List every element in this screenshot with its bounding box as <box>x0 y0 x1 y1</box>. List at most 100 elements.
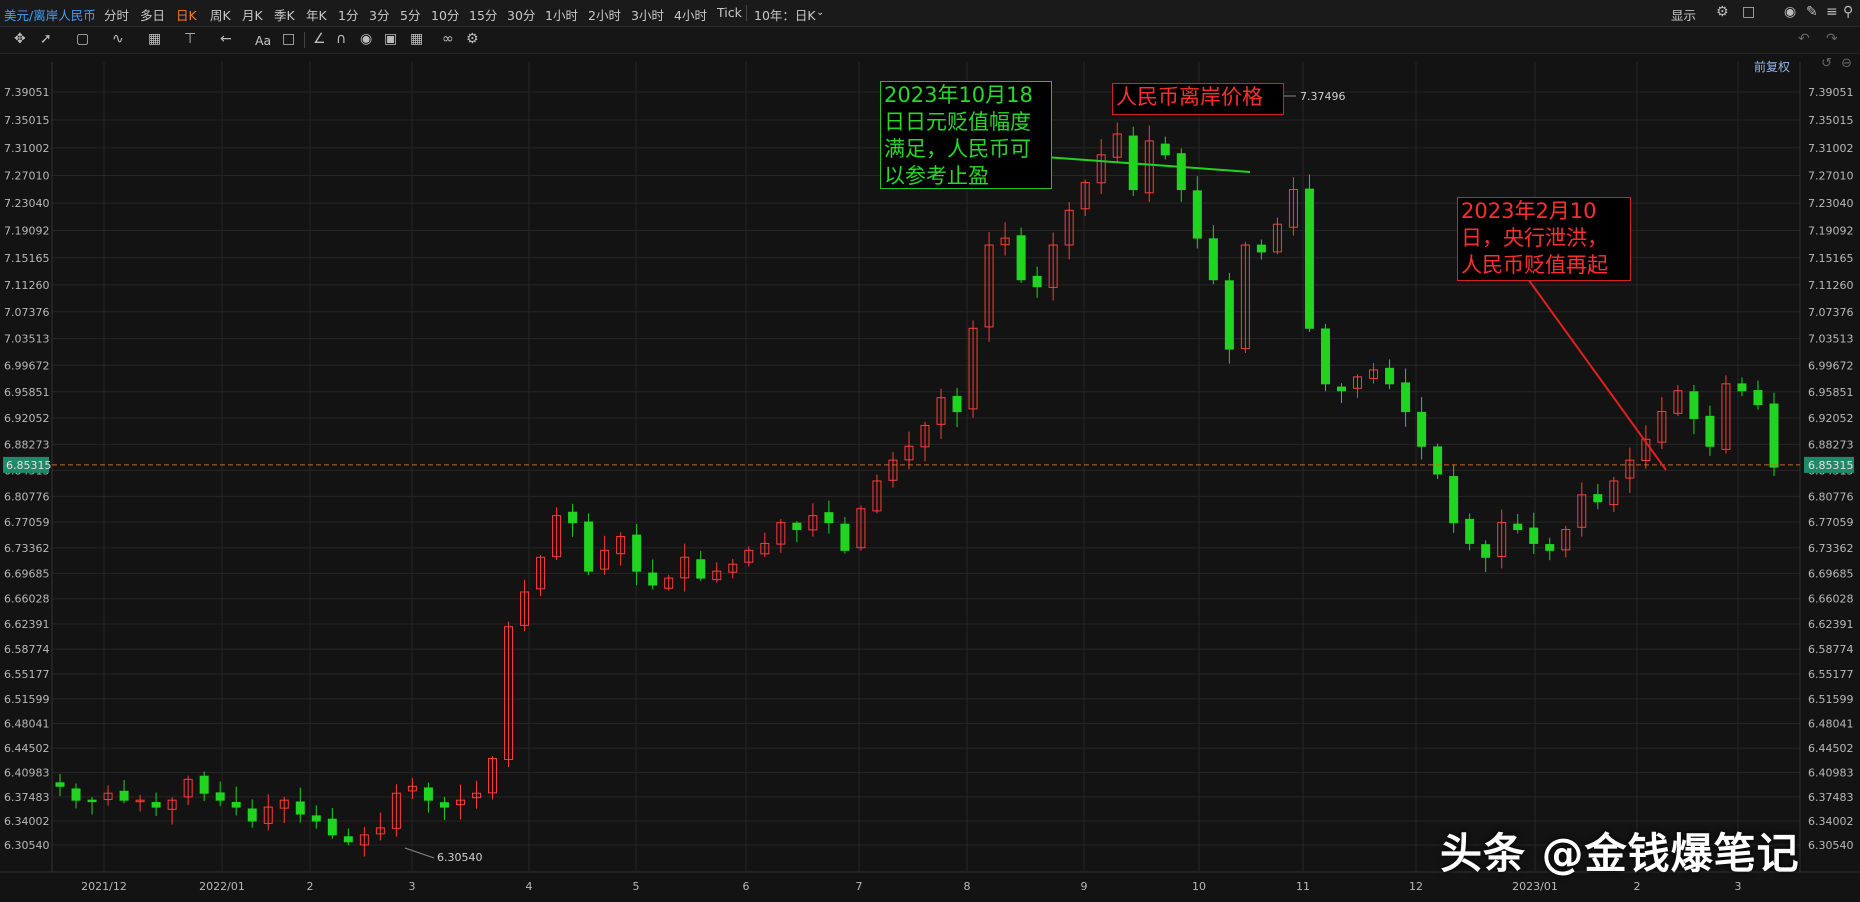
period-30min[interactable]: 30分 <box>507 8 536 23</box>
range-selector[interactable]: 10年：日K <box>754 8 816 23</box>
y-tick-label-left: 6.77059 <box>4 516 50 529</box>
candle-body <box>1064 209 1074 246</box>
period-daily-k[interactable]: 日K <box>176 8 197 23</box>
candle-body <box>327 818 337 836</box>
x-tick-label: 6 <box>743 880 750 893</box>
current-price-tag: 6.85315 6.85315 <box>3 456 1854 473</box>
candle-body <box>1529 527 1539 544</box>
candle-body <box>1080 182 1090 210</box>
candle-body <box>455 799 465 806</box>
candle-body <box>183 778 193 798</box>
divider <box>304 32 305 48</box>
candle-body <box>808 515 818 531</box>
period-1min[interactable]: 1分 <box>338 8 359 23</box>
arrow-tool-icon[interactable]: ← <box>220 31 232 47</box>
annotation-red-box[interactable]: 2023年2月10 日，央行泄洪， 人民币贬值再起 <box>1457 197 1631 281</box>
symbol-label[interactable]: 美元/离岸人民币 <box>4 8 96 23</box>
x-tick-label: 2 <box>307 880 314 893</box>
redo-icon[interactable]: ↷ <box>1826 31 1838 47</box>
period-quarterly-k[interactable]: 季K <box>274 8 295 23</box>
period-monthly-k[interactable]: 月K <box>242 8 263 23</box>
annotation-red-title[interactable]: 人民币离岸价格 <box>1112 83 1284 115</box>
candle-body <box>1609 480 1619 506</box>
text-tool-icon[interactable]: ⊤ <box>184 31 197 47</box>
period-weekly-k[interactable]: 周K <box>210 8 231 23</box>
y-tick-label-right: 6.40983 <box>1808 767 1854 780</box>
line-tool-icon[interactable]: ➚ <box>40 31 52 47</box>
settings-icon[interactable]: ⚙ <box>466 31 479 47</box>
candle-body <box>1737 383 1747 392</box>
candle-body <box>231 801 241 808</box>
candle-body <box>984 244 994 328</box>
lock-icon[interactable]: ▣ <box>384 31 398 47</box>
period-fenshi[interactable]: 分时 <box>104 8 130 23</box>
annotation-green-box[interactable]: 2023年10月18 日日元贬值幅度 满足，人民币可 以参考止盈 <box>880 81 1052 189</box>
zoom-out-icon[interactable]: ⊖ <box>1841 56 1852 71</box>
edit-icon[interactable]: ✎ <box>1806 4 1818 20</box>
wave-tool-icon[interactable]: ∿ <box>112 31 124 47</box>
search-icon[interactable]: ⚲ <box>1843 4 1854 20</box>
y-tick-label-right: 7.39051 <box>1808 86 1854 99</box>
y-tick-label-left: 6.69685 <box>4 567 50 580</box>
crosshair-icon[interactable]: ✥ <box>14 31 26 47</box>
period-tick[interactable]: Tick <box>717 5 742 20</box>
candle-body <box>952 395 962 413</box>
y-tick-label-left: 7.35015 <box>4 114 50 127</box>
comment-icon[interactable]: □ <box>282 31 296 47</box>
magnet-icon[interactable]: ∩ <box>336 31 347 47</box>
font-tool[interactable]: Aa <box>255 33 272 48</box>
undo-icon[interactable]: ↶ <box>1798 31 1810 47</box>
annotation-line: 以参考止盈 <box>884 164 989 188</box>
watermark: 头条 @金钱爆笔记 <box>1440 829 1800 878</box>
rect-tool-icon[interactable]: ▢ <box>76 31 90 47</box>
trash-icon[interactable]: ▦ <box>410 31 424 47</box>
period-2hour[interactable]: 2小时 <box>588 8 621 23</box>
settings-icon[interactable]: ⚙ <box>1716 4 1729 20</box>
y-tick-label-left: 6.58774 <box>4 643 50 656</box>
candle-body <box>119 790 129 801</box>
period-3hour[interactable]: 3小时 <box>631 8 664 23</box>
candle-body <box>1353 376 1363 389</box>
reset-icon[interactable]: ↺ <box>1821 56 1832 71</box>
period-3min[interactable]: 3分 <box>369 8 390 23</box>
y-tick-label-left: 7.27010 <box>4 170 50 183</box>
link-icon[interactable]: ∞ <box>442 31 454 47</box>
angle-icon[interactable]: ∠ <box>313 31 326 47</box>
y-tick-label-left: 6.34002 <box>4 815 50 828</box>
period-5min[interactable]: 5分 <box>400 8 421 23</box>
candle-body <box>391 792 401 829</box>
period-yearly-k[interactable]: 年K <box>306 8 327 23</box>
period-10min[interactable]: 10分 <box>431 8 460 23</box>
annotation-line: 人民币离岸价格 <box>1116 85 1263 109</box>
measure-tool-icon[interactable]: ▦ <box>148 31 162 47</box>
candle-body <box>568 511 578 524</box>
candle-body <box>1769 403 1779 468</box>
candlestick-chart[interactable]: 7.39051 7.39051 7.35015 7.35015 7.31002 7.310… <box>0 54 1860 902</box>
period-15min[interactable]: 15分 <box>469 8 498 23</box>
period-duori[interactable]: 多日 <box>140 8 166 23</box>
display-menu[interactable]: 显示 <box>1671 8 1697 23</box>
y-tick-label-right: 7.31002 <box>1808 142 1854 155</box>
window-icon[interactable]: □ <box>1742 4 1756 20</box>
list-icon[interactable]: ≡ <box>1826 4 1838 20</box>
candle-body <box>423 787 433 801</box>
camera-icon[interactable]: ◉ <box>1784 4 1797 20</box>
y-tick-label-left: 6.51599 <box>4 693 50 706</box>
x-tick-label: 11 <box>1296 880 1310 893</box>
y-tick-label-left: 6.40983 <box>4 767 50 780</box>
period-1hour[interactable]: 1小时 <box>545 8 578 23</box>
y-tick-label-left: 6.88273 <box>4 438 50 451</box>
annotation-line: 2023年10月18 <box>884 83 1033 107</box>
y-tick-label-left: 6.44502 <box>4 742 50 755</box>
period-4hour[interactable]: 4小时 <box>674 8 707 23</box>
candle-body <box>1433 446 1443 475</box>
y-tick-label-left: 7.31002 <box>4 142 50 155</box>
eye-icon[interactable]: ◉ <box>360 31 373 47</box>
candle-body <box>1481 544 1491 558</box>
candle-body <box>1048 244 1058 288</box>
y-tick-label-right: 7.35015 <box>1808 114 1854 127</box>
candle-body <box>680 556 690 579</box>
chevron-down-icon[interactable]: ⌄ <box>816 7 825 18</box>
price-adjust-toggle[interactable]: 前复权 <box>1753 60 1790 74</box>
x-tick-label: 7 <box>856 880 863 893</box>
